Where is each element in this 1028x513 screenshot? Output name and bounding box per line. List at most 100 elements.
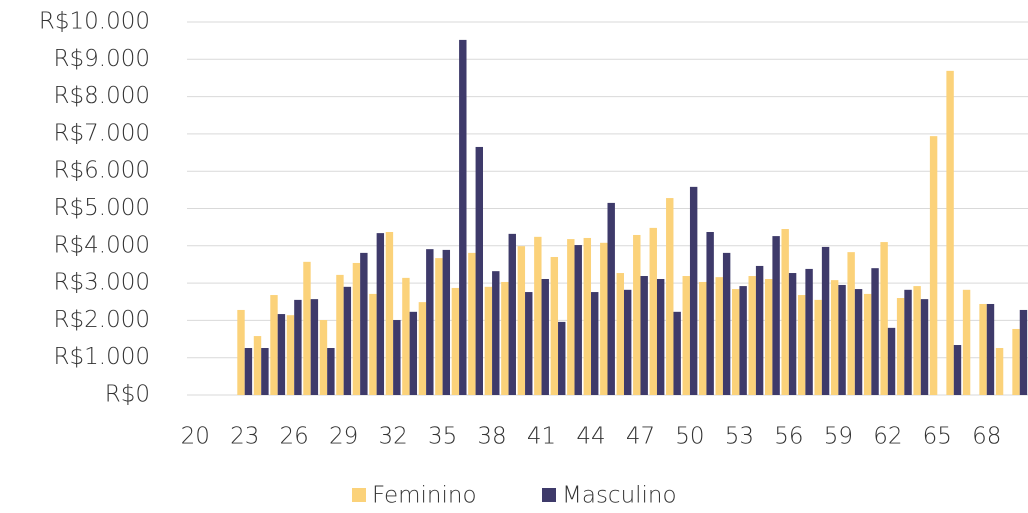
- bar: [929, 136, 938, 395]
- bar: [237, 309, 245, 395]
- bar: [517, 246, 526, 395]
- bar: [459, 39, 467, 396]
- bar: [739, 286, 747, 395]
- bar: [303, 261, 311, 395]
- x-tick-label: 53: [725, 424, 754, 450]
- x-tick-label: 20: [181, 424, 210, 450]
- bar: [920, 299, 929, 395]
- bar: [492, 271, 500, 395]
- bar: [689, 186, 698, 395]
- bar: [352, 262, 361, 395]
- bar: [699, 281, 707, 395]
- bar: [854, 289, 863, 395]
- bar: [508, 233, 516, 395]
- bar: [468, 252, 476, 395]
- y-tick-label: R$10.000: [39, 9, 150, 35]
- bar: [475, 146, 483, 395]
- bar: [607, 202, 615, 395]
- bar: [435, 258, 443, 395]
- bar: [253, 336, 262, 395]
- bar: [673, 311, 681, 395]
- bar: [442, 249, 451, 395]
- y-tick-label: R$0: [105, 382, 150, 408]
- bar: [360, 252, 368, 395]
- bar: [277, 314, 286, 395]
- bar: [962, 289, 971, 395]
- bar: [525, 292, 533, 395]
- bar: [821, 246, 830, 395]
- legend-swatch: [542, 488, 556, 502]
- bar: [715, 277, 723, 395]
- bar: [1019, 309, 1028, 395]
- bar: [558, 321, 566, 395]
- bar: [797, 295, 806, 395]
- bar: [979, 303, 987, 395]
- y-tick-label: R$4.000: [54, 232, 150, 258]
- bar: [904, 289, 912, 395]
- bar: [319, 320, 328, 395]
- x-tick-label: 38: [477, 424, 506, 450]
- bar: [748, 276, 756, 395]
- x-tick-label: 26: [280, 424, 309, 450]
- bar: [732, 289, 740, 395]
- bar: [830, 280, 839, 395]
- bar: [541, 278, 549, 395]
- bar: [550, 256, 559, 395]
- bar: [600, 242, 608, 395]
- bar: [244, 348, 253, 395]
- y-tick-label: R$1.000: [54, 344, 150, 370]
- bar: [649, 227, 657, 395]
- bar: [838, 284, 846, 395]
- bar: [426, 249, 434, 395]
- y-tick-label: R$3.000: [54, 270, 150, 296]
- bar: [327, 348, 335, 395]
- bar: [393, 320, 401, 395]
- bar: [583, 237, 592, 395]
- x-tick-label: 41: [527, 424, 556, 450]
- bar: [451, 287, 460, 395]
- bar: [788, 273, 797, 395]
- bar: [369, 293, 377, 395]
- bar: [418, 302, 427, 395]
- bar: [623, 289, 632, 395]
- x-tick-label: 50: [675, 424, 704, 450]
- y-tick-label: R$9.000: [54, 46, 150, 72]
- bar: [682, 276, 690, 395]
- y-tick-label: R$2.000: [54, 307, 150, 333]
- bar: [270, 295, 278, 395]
- bar: [343, 286, 352, 395]
- bar: [640, 276, 648, 395]
- x-tick-label: 32: [378, 424, 407, 450]
- bar: [567, 239, 575, 395]
- bar: [722, 252, 731, 395]
- bar: [805, 268, 813, 395]
- bar: [913, 286, 921, 395]
- y-tick-label: R$7.000: [54, 120, 150, 146]
- bar: [995, 348, 1004, 395]
- x-tick-label: 29: [329, 424, 358, 450]
- x-tick-label: 65: [923, 424, 952, 450]
- bar: [286, 315, 295, 395]
- bar: [986, 303, 995, 395]
- bar: [880, 242, 888, 395]
- bar: [871, 268, 879, 395]
- legend-swatch: [352, 488, 366, 502]
- x-tick-label: 62: [873, 424, 902, 450]
- bar: [863, 293, 872, 395]
- x-tick-label: 59: [824, 424, 853, 450]
- bar: [376, 233, 385, 395]
- bar: [764, 278, 773, 395]
- x-tick-label: 56: [774, 424, 803, 450]
- bar: [781, 229, 789, 395]
- x-tick-label: 47: [626, 424, 655, 450]
- bar: [755, 265, 764, 395]
- bar: [887, 327, 896, 395]
- legend-label: Feminino: [372, 483, 477, 509]
- bar: [814, 299, 822, 395]
- bar: [261, 348, 269, 395]
- bar: [896, 298, 905, 395]
- bar: [656, 278, 665, 395]
- bar: [310, 299, 319, 395]
- y-tick-label: R$6.000: [54, 158, 150, 184]
